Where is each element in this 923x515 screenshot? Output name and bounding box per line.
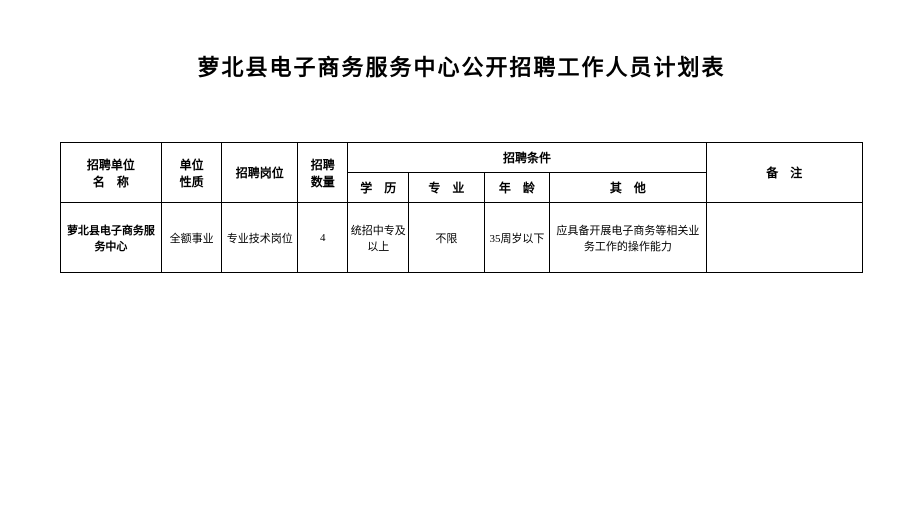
recruitment-table: 招聘单位 名 称 单位 性质 招聘岗位 招聘 数量 招聘条件 备 注 学 历 专… bbox=[60, 142, 863, 273]
header-education: 学 历 bbox=[348, 173, 409, 203]
table-row: 萝北县电子商务服务中心 全额事业 专业技术岗位 4 统招中专及以上 不限 35周… bbox=[61, 203, 863, 273]
header-count-line1: 招聘 bbox=[300, 156, 345, 173]
cell-nature: 全额事业 bbox=[161, 203, 222, 273]
header-nature-line2: 性质 bbox=[164, 173, 220, 190]
header-position: 招聘岗位 bbox=[222, 143, 298, 203]
header-nature: 单位 性质 bbox=[161, 143, 222, 203]
page-title: 萝北县电子商务服务中心公开招聘工作人员计划表 bbox=[60, 50, 863, 82]
header-count: 招聘 数量 bbox=[298, 143, 348, 203]
header-nature-line1: 单位 bbox=[164, 156, 220, 173]
cell-unit: 萝北县电子商务服务中心 bbox=[61, 203, 162, 273]
header-unit-line2: 名 称 bbox=[63, 173, 159, 190]
header-major: 专 业 bbox=[409, 173, 485, 203]
cell-age: 35周岁以下 bbox=[484, 203, 550, 273]
header-other: 其 他 bbox=[550, 173, 706, 203]
header-age: 年 龄 bbox=[484, 173, 550, 203]
header-count-line2: 数量 bbox=[300, 173, 345, 190]
header-unit: 招聘单位 名 称 bbox=[61, 143, 162, 203]
cell-notes bbox=[706, 203, 862, 273]
table-header-row-1: 招聘单位 名 称 单位 性质 招聘岗位 招聘 数量 招聘条件 备 注 bbox=[61, 143, 863, 173]
header-notes: 备 注 bbox=[706, 143, 862, 203]
header-unit-line1: 招聘单位 bbox=[63, 156, 159, 173]
cell-count: 4 bbox=[298, 203, 348, 273]
cell-other: 应具备开展电子商务等相关业务工作的操作能力 bbox=[550, 203, 706, 273]
cell-education: 统招中专及以上 bbox=[348, 203, 409, 273]
cell-major: 不限 bbox=[409, 203, 485, 273]
header-conditions: 招聘条件 bbox=[348, 143, 706, 173]
cell-position: 专业技术岗位 bbox=[222, 203, 298, 273]
